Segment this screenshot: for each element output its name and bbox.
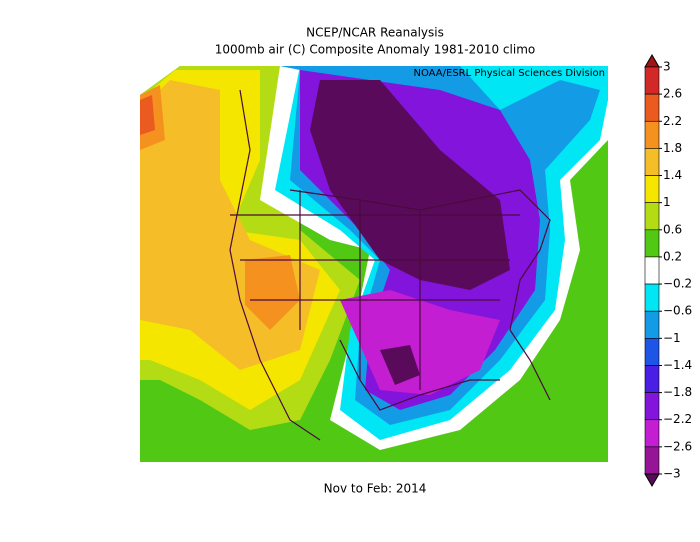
credit: NOAA/ESRL Physical Sciences Division [414, 68, 606, 79]
colorbar: 3 2.6 2.2 1.8 1.4 1 0.6 0.2 −0.2 −0.6 −1 −1.4 −1.8 −2… [644, 54, 692, 487]
colorbar-label: −0.2 [663, 277, 692, 291]
colorbar-band [644, 93, 660, 122]
colorbar-band [644, 66, 660, 95]
colorbar-label: −1.8 [663, 385, 692, 399]
colorbar-band [644, 419, 660, 448]
colorbar-band [644, 148, 660, 176]
colorbar-label: 1.4 [663, 168, 682, 182]
colorbar-label: 0.2 [663, 249, 682, 263]
colorbar-band [644, 175, 660, 203]
colorbar-label: 1.8 [663, 141, 682, 155]
colorbar-label: 1 [663, 195, 671, 209]
colorbar-band [644, 283, 660, 312]
colorbar-label: −2.6 [663, 439, 692, 453]
coastline [229, 89, 551, 441]
region-orange [140, 85, 300, 330]
colorbar-band [644, 338, 660, 366]
colorbar-label: −0.6 [663, 304, 692, 318]
colorbar-label: −1 [663, 331, 681, 345]
colorbar-label: 3 [663, 60, 671, 74]
region-darkpurple [310, 80, 510, 385]
period: Nov to Feb: 2014 [324, 482, 427, 496]
colorbar-band [644, 392, 660, 421]
colorbar-band [644, 120, 660, 149]
colorbar-label: 2.6 [663, 87, 682, 101]
colorbar-label: −1.4 [663, 358, 692, 372]
subtitle: 1000mb air (C) Composite Anomaly 1981-20… [215, 43, 535, 57]
colorbar-band [644, 446, 660, 475]
title: NCEP/NCAR Reanalysis [306, 26, 444, 40]
colorbar-label: 0.6 [663, 222, 682, 236]
colorbar-band [644, 365, 660, 393]
region-red [140, 95, 155, 135]
colorbar-label: −2.2 [663, 412, 692, 426]
colorbar-label: 2.2 [663, 114, 682, 128]
colorbar-end [644, 54, 660, 68]
colorbar-band [644, 310, 660, 339]
colorbar-band [644, 202, 660, 231]
colorbar-band [644, 229, 660, 258]
anomaly-map [140, 66, 608, 462]
colorbar-band [644, 256, 660, 285]
colorbar-label: −3 [663, 467, 681, 481]
colorbar-end [644, 473, 660, 487]
